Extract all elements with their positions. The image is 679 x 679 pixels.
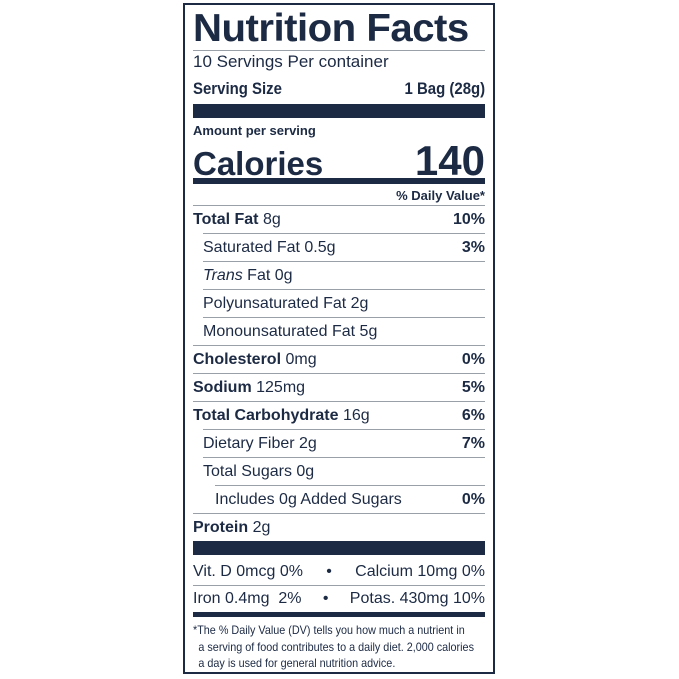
nutrient-row-cholesterol: Cholesterol 0mg 0% (193, 345, 485, 373)
footnote: *The % Daily Value (DV) tells you how mu… (193, 623, 474, 670)
nutrient-row-total-sugars: Total Sugars 0g (203, 457, 485, 485)
nutrient-row-protein: Protein 2g (193, 513, 485, 541)
calories-value: 140 (414, 137, 485, 184)
serving-size: Serving Size 1 Bag (28g) (193, 78, 485, 100)
daily-value-header: % Daily Value* (396, 188, 485, 203)
vitamin-row: Vit. D 0mcg 0% • Calcium 10mg 0% (193, 562, 485, 580)
nutrient-row-saturated-fat: Saturated Fat 0.5g 3% (203, 233, 485, 261)
nutrient-row-total-carbohydrate: Total Carbohydrate 16g 6% (193, 401, 485, 429)
divider (193, 50, 485, 51)
nutrition-facts-label: Nutrition Facts 10 Servings Per containe… (183, 3, 495, 674)
nutrient-row-total-fat: Total Fat 8g 10% (193, 205, 485, 233)
thick-bar (193, 541, 485, 555)
nutrient-row-monounsaturated-fat: Monounsaturated Fat 5g (203, 317, 485, 345)
nutrient-row-trans-fat: Trans Fat 0g (203, 261, 485, 289)
vitamin-row: Iron 0.4mg 2% • Potas. 430mg 10% (193, 589, 485, 607)
serving-size-label: Serving Size (193, 79, 282, 98)
label-title: Nutrition Facts (193, 7, 469, 50)
calories-label: Calories (193, 145, 324, 182)
serving-size-value: 1 Bag (28g) (404, 79, 486, 98)
divider (193, 585, 485, 586)
nutrient-row-added-sugars: Includes 0g Added Sugars 0% (215, 485, 485, 513)
nutrient-row-dietary-fiber: Dietary Fiber 2g 7% (203, 429, 485, 457)
servings-per-container: 10 Servings Per container (193, 52, 389, 71)
calories-row: Calories 140 (193, 137, 485, 185)
nutrient-row-sodium: Sodium 125mg 5% (193, 373, 485, 401)
medium-bar (193, 178, 485, 184)
medium-bar (193, 612, 485, 617)
nutrient-row-polyunsaturated-fat: Polyunsaturated Fat 2g (203, 289, 485, 317)
thick-bar (193, 104, 485, 118)
amount-per-serving: Amount per serving (193, 123, 316, 138)
